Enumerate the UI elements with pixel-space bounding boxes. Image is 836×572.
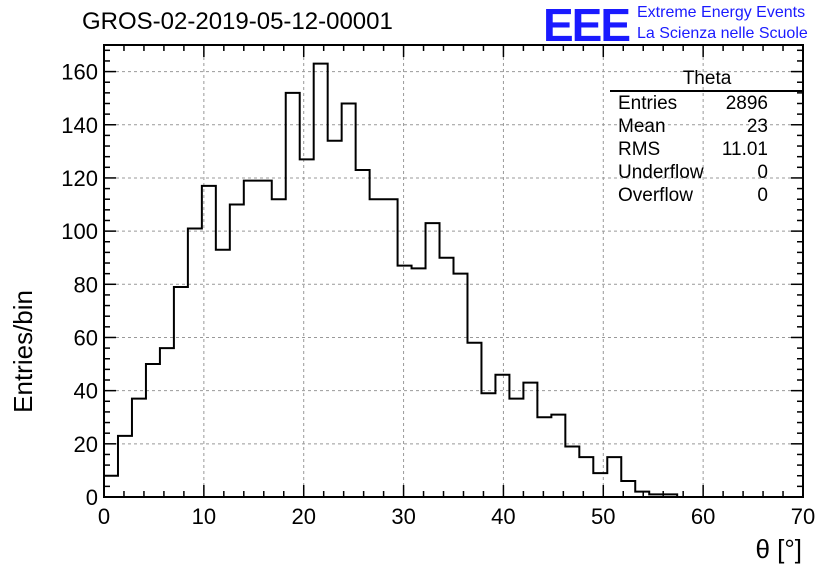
x-tick-label: 10: [192, 504, 216, 529]
histogram-bin: [160, 348, 174, 497]
histogram-bin: [272, 199, 286, 497]
y-tick-label: 100: [61, 219, 98, 244]
histogram-bin: [244, 181, 258, 497]
stats-label: Mean: [618, 116, 666, 137]
logo-line-2: La Scienza nelle Scuole: [637, 25, 808, 42]
y-axis-label: Entries/bin: [8, 290, 38, 413]
stats-value: 0: [757, 162, 768, 183]
axis-ticks: [103, 45, 804, 498]
x-tick-label: 70: [791, 504, 815, 529]
histogram-bin: [426, 223, 440, 497]
histogram-bin: [146, 364, 160, 497]
y-tick-label: 60: [74, 325, 98, 350]
histogram-bin: [132, 399, 146, 497]
histogram-bin: [537, 417, 551, 497]
histogram-bin: [551, 415, 565, 497]
histogram-bin: [440, 258, 454, 497]
stats-box: Theta Entries 2896 Mean 23 RMS 11.01 Und…: [610, 68, 804, 207]
stats-value: 23: [746, 116, 768, 137]
stats-value: 2896: [725, 93, 768, 114]
histogram-bin: [370, 199, 384, 497]
y-tick-label: 140: [61, 113, 98, 138]
stats-label: RMS: [618, 139, 661, 160]
stats-value: 11.01: [721, 139, 768, 160]
y-tick-label: 80: [74, 272, 98, 297]
x-tick-label: 60: [691, 504, 715, 529]
y-tick-label: 0: [86, 485, 98, 510]
histogram-bin: [216, 250, 230, 497]
x-tick-label: 30: [391, 504, 415, 529]
histogram-bin: [342, 103, 356, 497]
histogram-bin: [523, 383, 537, 497]
histogram-bin: [230, 205, 244, 497]
histogram-step: [103, 62, 803, 498]
stats-title: Theta: [610, 68, 804, 92]
plot-frame: [103, 44, 804, 498]
stats-label: Entries: [618, 93, 678, 114]
histogram-bin: [314, 64, 328, 497]
histogram-bin: [579, 457, 593, 497]
tick-labels: 0 10 20 30 40 50 60 70 0 20 40 60 80 100 120 140 160: [61, 60, 815, 529]
eee-logo: EEE: [543, 0, 631, 51]
histogram-bin: [509, 399, 523, 497]
histogram-bin: [454, 274, 468, 497]
stats-value: 0: [757, 185, 768, 206]
histogram-bin: [607, 457, 621, 497]
y-tick-label: 120: [61, 166, 98, 191]
x-tick-label: 40: [491, 504, 515, 529]
histogram-line: [103, 62, 803, 498]
histogram-bin: [495, 375, 509, 497]
x-axis-label: θ [°]: [755, 534, 802, 564]
histogram-bin: [565, 446, 579, 497]
histogram-bin: [258, 181, 272, 497]
histogram-bin: [202, 186, 216, 497]
histogram-bin: [398, 266, 412, 497]
histogram-bin: [356, 170, 370, 497]
stats-label: Overflow: [618, 185, 693, 206]
x-tick-label: 0: [98, 504, 110, 529]
logo-line-1: Extreme Energy Events: [637, 4, 806, 21]
histogram-bin: [481, 393, 495, 497]
histogram-bin: [384, 199, 398, 497]
histogram-bin: [328, 141, 342, 497]
y-tick-label: 20: [74, 432, 98, 457]
histogram-bin: [412, 268, 426, 497]
histogram-bin: [286, 93, 300, 497]
histogram-bin: [300, 159, 314, 497]
plot-border: [103, 44, 804, 498]
chart-title: GROS-02-2019-05-12-00001: [82, 8, 393, 35]
stats-row-overflow: Overflow 0: [610, 184, 804, 207]
histogram-bin: [593, 473, 607, 497]
x-tick-label: 50: [591, 504, 615, 529]
x-tick-label: 20: [291, 504, 315, 529]
histogram-bin: [467, 343, 481, 497]
stats-label: Underflow: [618, 162, 704, 183]
grid-lines: [104, 45, 803, 497]
stats-row-entries: Entries 2896: [610, 92, 804, 115]
histogram-bin: [174, 287, 188, 497]
histogram-bin: [118, 436, 132, 497]
stats-row-underflow: Underflow 0: [610, 161, 804, 184]
y-tick-label: 160: [61, 60, 98, 85]
stats-row-rms: RMS 11.01: [610, 138, 804, 161]
y-tick-label: 40: [74, 379, 98, 404]
histogram-bin: [188, 228, 202, 497]
stats-row-mean: Mean 23: [610, 115, 804, 138]
